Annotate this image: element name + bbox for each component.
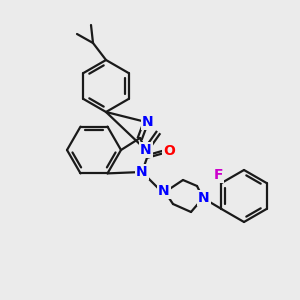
Text: O: O [163,144,175,158]
Text: N: N [142,115,154,129]
Text: N: N [140,143,152,157]
Text: F: F [214,168,223,182]
Text: N: N [158,184,170,198]
Text: N: N [136,165,148,179]
Text: N: N [198,191,210,205]
